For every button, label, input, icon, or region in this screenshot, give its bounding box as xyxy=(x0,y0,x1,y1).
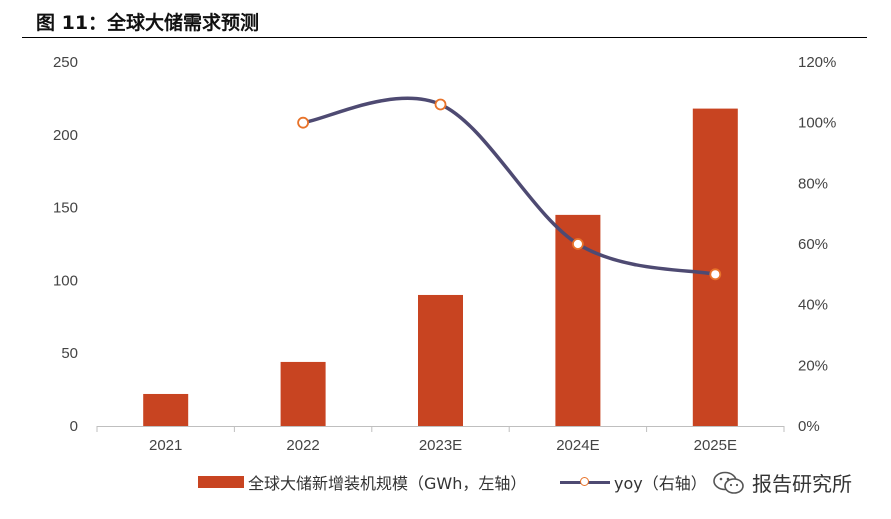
yoy-point xyxy=(434,98,447,111)
legend-bar-label: 全球大储新增装机规模（GWh，左轴） xyxy=(248,474,527,493)
left-axis-tick-label: 0 xyxy=(70,418,78,435)
left-axis-tick-label: 150 xyxy=(53,200,78,217)
yoy-point xyxy=(709,268,722,281)
left-axis-tick-label: 200 xyxy=(53,127,78,144)
right-axis-tick-label: 20% xyxy=(798,357,828,374)
yoy-point xyxy=(572,238,584,250)
title-rule xyxy=(22,37,867,38)
right-axis-tick-label: 60% xyxy=(798,236,828,253)
legend-item-bars: 全球大储新增装机规模（GWh，左轴） xyxy=(198,470,526,494)
x-axis-tick-label: 2024E xyxy=(556,437,599,454)
yoy-line xyxy=(301,96,718,277)
right-axis-tick-label: 80% xyxy=(798,175,828,192)
bar xyxy=(692,108,738,426)
watermark-text: 报告研究所 xyxy=(752,472,852,496)
wechat-icon xyxy=(713,471,744,494)
left-axis-tick-label: 50 xyxy=(61,345,78,362)
legend-line-label: yoy（右轴） xyxy=(614,474,707,493)
x-axis-tick-label: 2021 xyxy=(149,437,182,454)
bar xyxy=(143,393,189,426)
left-axis-tick-label: 100 xyxy=(53,272,78,289)
watermark: 报告研究所 xyxy=(712,468,852,497)
yoy-point xyxy=(297,116,310,129)
legend-bar-swatch xyxy=(198,476,244,488)
right-axis-tick-label: 120% xyxy=(798,54,836,71)
left-axis-tick-label: 250 xyxy=(53,54,78,71)
chart-svg: 0 50 100 150 200 250 0% 20% 40% 60% 80% 100% 120% 202… xyxy=(53,54,836,454)
right-axis-tick-label: 40% xyxy=(798,297,828,314)
bar xyxy=(280,361,326,426)
legend-item-line: yoy（右轴） xyxy=(560,470,707,494)
x-axis-tick-label: 2023E xyxy=(419,437,462,454)
bar xyxy=(418,294,463,426)
figure-title: 图 11：全球大储需求预测 xyxy=(36,12,260,34)
x-axis-tick-label: 2022 xyxy=(286,437,319,454)
right-axis-tick-label: 100% xyxy=(798,115,836,132)
right-axis-tick-label: 0% xyxy=(798,418,820,435)
legend-line-swatch xyxy=(560,476,610,488)
x-axis-tick-label: 2025E xyxy=(694,437,737,454)
chart-legend: 全球大储新增装机规模（GWh，左轴） yoy（右轴） xyxy=(0,470,891,498)
